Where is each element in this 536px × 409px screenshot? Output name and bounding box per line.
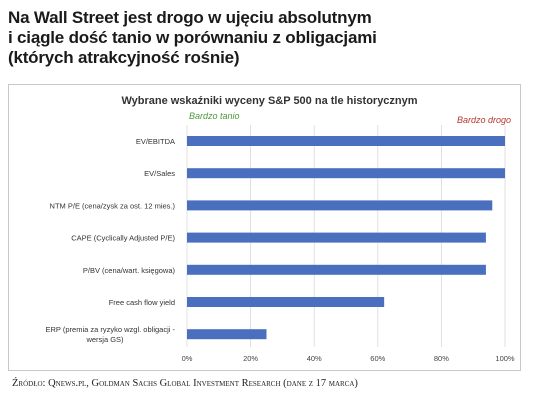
category-label: EV/Sales [144, 169, 175, 178]
source-note: Źródło: Qnews.pl, Goldman Sachs Global I… [12, 378, 358, 389]
expensive-label: Bardzo drogo [457, 115, 511, 125]
bar-chart: Wybrane wskaźniki wyceny S&P 500 na tle … [46, 95, 515, 363]
x-tick-label: 60% [370, 354, 385, 363]
x-tick-label: 40% [307, 354, 322, 363]
chart-panel: Wybrane wskaźniki wyceny S&P 500 na tle … [8, 84, 521, 371]
headline-line-1: Na Wall Street jest drogo w ujęciu absol… [8, 8, 372, 27]
bar [187, 200, 493, 211]
bar [187, 297, 385, 307]
headline: Na Wall Street jest drogo w ujęciu absol… [8, 8, 528, 68]
bar [187, 232, 486, 243]
category-label: NTM P/E (cena/zysk za ost. 12 mies.) [50, 201, 176, 210]
category-label: EV/EBITDA [136, 137, 175, 146]
x-tick-label: 20% [243, 354, 258, 363]
bar [187, 168, 505, 179]
category-label: CAPE (Cyclically Adjusted P/E) [71, 234, 175, 243]
headline-line-2: i ciągle dość tanio w porównaniu z oblig… [8, 28, 377, 47]
category-label: Free cash flow yield [109, 298, 175, 307]
x-tick-label: 80% [434, 354, 449, 363]
x-tick-label: 100% [495, 354, 515, 363]
bar [187, 264, 486, 275]
cheap-label: Bardzo tanio [189, 111, 240, 121]
x-tick-label: 0% [182, 354, 193, 363]
category-label: wersja GS) [85, 335, 124, 344]
headline-line-3: (których atrakcyjność rośnie) [8, 48, 240, 67]
chart-title: Wybrane wskaźniki wyceny S&P 500 na tle … [121, 95, 417, 107]
bar [187, 329, 267, 340]
bar [187, 136, 505, 146]
category-label: P/BV (cena/wart. księgowa) [83, 266, 176, 275]
category-label: ERP (premia za ryzyko wzgl. obligacji - [46, 325, 176, 334]
